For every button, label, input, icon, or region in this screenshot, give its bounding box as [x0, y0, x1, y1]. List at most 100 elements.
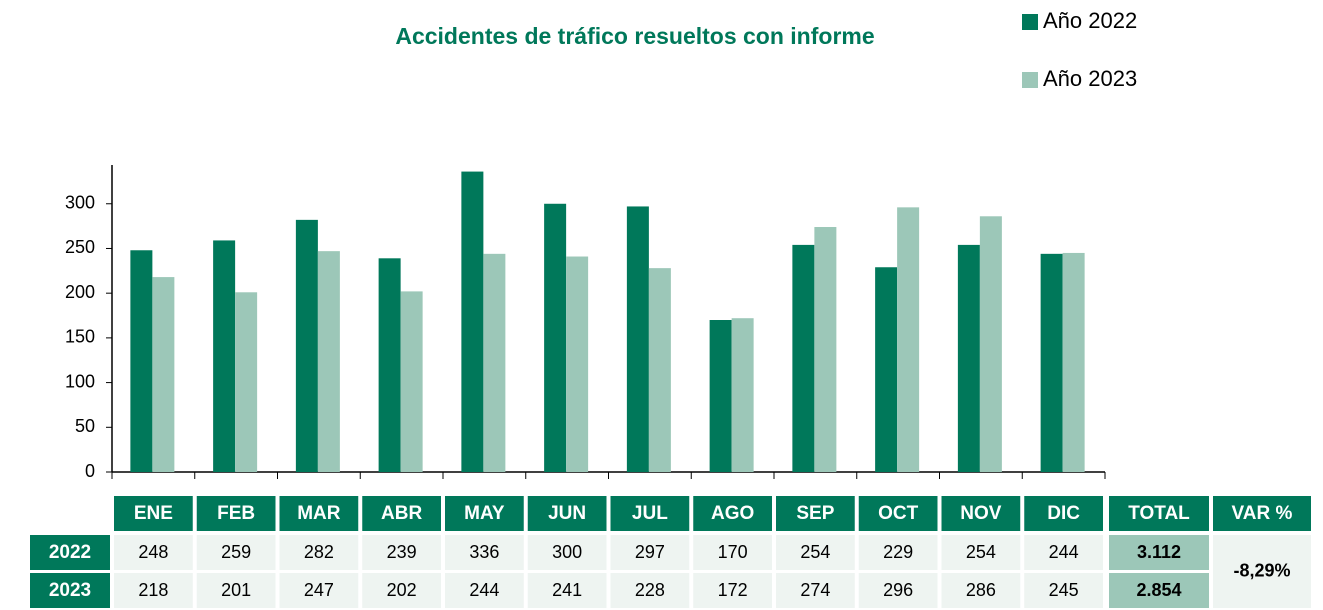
table-header-cell — [279, 496, 359, 531]
table-cell — [776, 573, 855, 608]
table-value: 239 — [387, 542, 417, 562]
table-cell — [1024, 573, 1103, 608]
var-value: -8,29% — [1233, 560, 1290, 580]
table-value: 248 — [138, 542, 168, 562]
bar — [152, 277, 175, 472]
bar — [792, 244, 815, 472]
table-header-cell — [941, 496, 1021, 531]
table-value: 336 — [469, 542, 499, 562]
y-tick-label: 0 — [85, 461, 95, 481]
total-value: 2.854 — [1136, 580, 1181, 600]
table-value: 201 — [221, 580, 251, 600]
table-cell — [196, 573, 276, 608]
table-header: JUN — [548, 503, 586, 524]
table-value: 229 — [883, 542, 913, 562]
row-label-cell — [30, 535, 110, 570]
table-header: VAR % — [1232, 503, 1293, 524]
y-tick-label: 200 — [65, 282, 95, 302]
table-cell — [610, 573, 690, 608]
legend-swatch — [1022, 72, 1038, 88]
table-header-cell — [527, 496, 607, 531]
table-value: 297 — [635, 542, 665, 562]
table-cell — [279, 573, 359, 608]
table-value: 247 — [304, 580, 334, 600]
bar — [461, 171, 484, 472]
table-value: 282 — [304, 542, 334, 562]
bar — [235, 292, 258, 472]
table-header-cell — [1213, 496, 1311, 531]
bar — [957, 244, 980, 472]
legend-swatch — [1022, 14, 1038, 30]
table-value: 244 — [1049, 542, 1079, 562]
table-cell — [362, 573, 441, 608]
table-header: TOTAL — [1128, 503, 1190, 524]
row-label: 2022 — [49, 542, 91, 563]
table-header: ABR — [381, 503, 422, 524]
table-header: NOV — [960, 503, 1002, 524]
table-cell — [445, 573, 524, 608]
bar — [544, 203, 567, 472]
row-label-cell — [30, 573, 110, 608]
table-value: 170 — [718, 542, 748, 562]
bar — [979, 216, 1002, 472]
bar — [709, 320, 732, 472]
table-cell — [693, 535, 772, 570]
table-header-cell — [693, 496, 772, 531]
table-value: 202 — [387, 580, 417, 600]
y-tick-label: 100 — [65, 371, 95, 391]
table-cell — [941, 535, 1021, 570]
table-value: 172 — [718, 580, 748, 600]
table-cell — [941, 573, 1021, 608]
table-value: 259 — [221, 542, 251, 562]
table-cell — [114, 573, 193, 608]
table-header: JUL — [632, 503, 668, 524]
table-header-cell — [362, 496, 441, 531]
row-label: 2023 — [49, 580, 91, 601]
table-header: MAY — [464, 503, 505, 524]
bar — [626, 206, 649, 472]
table-cell — [362, 535, 441, 570]
table-value: 296 — [883, 580, 913, 600]
table-header: DIC — [1047, 503, 1080, 524]
table-header-cell — [858, 496, 938, 531]
var-cell — [1213, 535, 1311, 608]
table-value: 245 — [1049, 580, 1079, 600]
table-cell — [776, 535, 855, 570]
table-value: 228 — [635, 580, 665, 600]
table-value: 286 — [966, 580, 996, 600]
table-cell — [610, 535, 690, 570]
table-cell — [693, 573, 772, 608]
total-value: 3.112 — [1137, 542, 1181, 562]
table-cell — [858, 535, 938, 570]
bar — [897, 207, 920, 472]
table-cell — [114, 535, 193, 570]
y-tick-label: 250 — [65, 237, 95, 257]
bar — [814, 227, 837, 472]
table-header: MAR — [297, 503, 341, 524]
bar — [731, 318, 754, 472]
table-header: OCT — [878, 503, 919, 524]
chart-title: Accidentes de tráfico resueltos con info… — [395, 23, 874, 49]
table-header: ENE — [134, 503, 173, 524]
table-header-cell — [1024, 496, 1103, 531]
table-cell — [858, 573, 938, 608]
bar — [1062, 252, 1085, 472]
bar — [875, 267, 898, 472]
table-cell — [527, 535, 607, 570]
legend-label: Año 2023 — [1043, 66, 1137, 91]
table-value: 254 — [800, 542, 830, 562]
table-header-cell — [610, 496, 690, 531]
table-header-cell — [1109, 496, 1209, 531]
total-cell — [1109, 573, 1209, 608]
table-header-cell — [776, 496, 855, 531]
table-header: SEP — [796, 503, 834, 524]
y-tick-label: 150 — [65, 327, 95, 347]
bar — [566, 256, 589, 472]
table-cell — [527, 573, 607, 608]
table-header-cell — [196, 496, 276, 531]
bar — [483, 253, 506, 472]
table-cell — [1024, 535, 1103, 570]
legend-label: Año 2022 — [1043, 8, 1137, 33]
table-cell — [196, 535, 276, 570]
